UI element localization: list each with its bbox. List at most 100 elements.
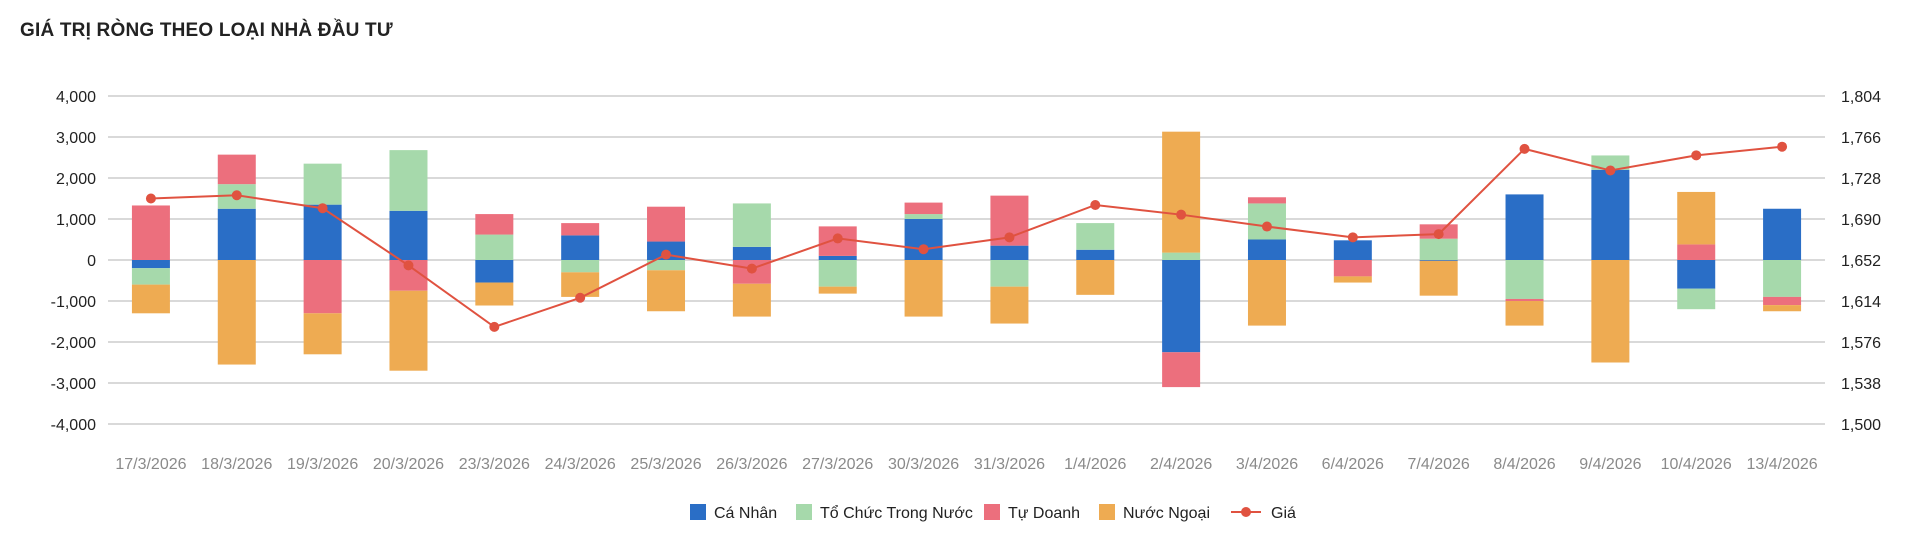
legend-label: Tự Doanh <box>1008 505 1080 522</box>
y-right-tick-label: 1,614 <box>1841 294 1881 311</box>
bar-segment <box>1162 252 1201 260</box>
bar-segment <box>904 214 943 219</box>
y-left-tick-label: 3,000 <box>56 130 96 147</box>
bar-segment <box>1162 260 1201 353</box>
legend-label: Nước Ngoại <box>1123 505 1210 522</box>
y-right-tick-label: 1,728 <box>1841 171 1881 188</box>
x-tick-label: 8/4/2026 <box>1493 456 1555 473</box>
bar-segment <box>1333 240 1372 260</box>
bar-segment <box>647 260 686 271</box>
legend-label: Giá <box>1271 505 1296 522</box>
y-right-tick-label: 1,690 <box>1841 212 1881 229</box>
bar-segment <box>1677 260 1716 289</box>
bar-segment <box>1419 260 1458 296</box>
price-point <box>575 292 586 303</box>
x-tick-label: 10/4/2026 <box>1661 456 1732 473</box>
bar-segment <box>217 260 256 365</box>
bar-segment <box>732 283 771 317</box>
bar-segment <box>1677 288 1716 310</box>
x-tick-label: 27/3/2026 <box>802 456 873 473</box>
legend-swatch <box>796 504 812 520</box>
price-line <box>150 145 1783 329</box>
price-point <box>489 321 500 332</box>
bar-segment <box>647 270 686 312</box>
price-point <box>1176 209 1187 220</box>
bar-segment <box>131 268 170 285</box>
bar-segment <box>647 206 686 242</box>
y-left-tick-label: 1,000 <box>56 212 96 229</box>
bar-segment <box>131 205 170 260</box>
bar-segment <box>1076 223 1115 250</box>
y-left-tick-label: 4,000 <box>56 89 96 106</box>
x-tick-label: 13/4/2026 <box>1746 456 1817 473</box>
bar-segment <box>1505 194 1544 260</box>
x-tick-label: 7/4/2026 <box>1408 456 1470 473</box>
bar-segment <box>561 260 600 273</box>
bar-segment <box>475 282 514 306</box>
price-point <box>918 244 929 255</box>
bar-segment <box>732 203 771 247</box>
bar-segment <box>1505 301 1544 326</box>
bar-segment <box>1162 131 1201 253</box>
y-left-tick-label: -3,000 <box>51 376 96 393</box>
bar-segment <box>475 234 514 260</box>
bar-segment <box>475 260 514 283</box>
x-tick-label: 23/3/2026 <box>459 456 530 473</box>
y-right-tick-label: 1,652 <box>1841 253 1881 270</box>
bar-segment <box>389 150 428 211</box>
price-point <box>661 249 672 260</box>
bar-segment <box>1677 191 1716 245</box>
y-right-tick-label: 1,766 <box>1841 130 1881 147</box>
price-point <box>317 203 328 214</box>
x-tick-label: 30/3/2026 <box>888 456 959 473</box>
y-right-tick-label: 1,804 <box>1841 89 1881 106</box>
bar-segment <box>217 154 256 185</box>
y-right-tick-label: 1,500 <box>1841 417 1881 434</box>
bar-segment <box>1763 296 1802 306</box>
bar-segment <box>1162 352 1201 388</box>
bar-segment <box>1333 260 1372 277</box>
bar-segment <box>475 214 514 235</box>
x-tick-label: 26/3/2026 <box>716 456 787 473</box>
bar-segment <box>990 245 1029 260</box>
legend-label: Cá Nhân <box>714 505 777 522</box>
x-tick-label: 2/4/2026 <box>1150 456 1212 473</box>
y-left-tick-label: -1,000 <box>51 294 96 311</box>
price-point <box>1090 199 1101 210</box>
y-left-tick-label: -2,000 <box>51 335 96 352</box>
bar-segment <box>990 286 1029 324</box>
price-point <box>1347 232 1358 243</box>
y-right-tick-label: 1,538 <box>1841 376 1881 393</box>
bar-segment <box>131 284 170 314</box>
x-tick-label: 18/3/2026 <box>201 456 272 473</box>
price-point <box>231 190 242 201</box>
x-tick-label: 31/3/2026 <box>974 456 1045 473</box>
legend-line-marker <box>1241 507 1251 517</box>
bar-segment <box>1247 239 1286 260</box>
bar-segment <box>818 260 857 287</box>
legend-label: Tổ Chức Trong Nước <box>820 504 973 522</box>
bar-segment <box>303 260 342 314</box>
bar-segment <box>1247 260 1286 326</box>
price-point <box>1777 141 1788 152</box>
x-tick-label: 20/3/2026 <box>373 456 444 473</box>
bar-segment <box>1591 169 1630 260</box>
price-point <box>746 263 757 274</box>
price-point <box>145 193 156 204</box>
bar-segment <box>1076 249 1115 260</box>
x-tick-label: 17/3/2026 <box>115 456 186 473</box>
bar-segment <box>303 163 342 205</box>
legend-swatch <box>1099 504 1115 520</box>
x-tick-label: 19/3/2026 <box>287 456 358 473</box>
bar-segment <box>303 204 342 260</box>
price-point <box>403 260 414 271</box>
bar-segment <box>1419 260 1458 261</box>
x-tick-label: 3/4/2026 <box>1236 456 1298 473</box>
bar-segment <box>1333 276 1372 283</box>
x-tick-label: 25/3/2026 <box>630 456 701 473</box>
bar-segment <box>131 260 170 269</box>
bar-segment <box>1505 260 1544 299</box>
bar-segment <box>904 260 943 317</box>
bar-segment <box>732 246 771 260</box>
